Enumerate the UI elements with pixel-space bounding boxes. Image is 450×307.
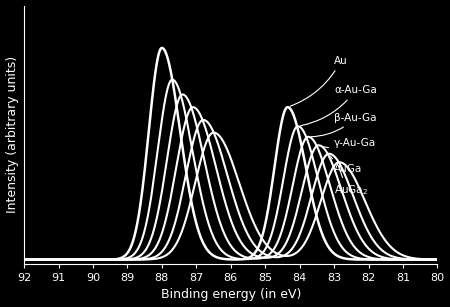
Y-axis label: Intensity (arbitrary units): Intensity (arbitrary units) bbox=[5, 56, 18, 213]
Text: α-Au-Ga: α-Au-Ga bbox=[301, 85, 377, 126]
Text: β-Au-Ga: β-Au-Ga bbox=[311, 113, 377, 137]
Text: γ-Au-Ga: γ-Au-Ga bbox=[321, 138, 376, 148]
Text: AuGa: AuGa bbox=[330, 156, 362, 173]
Text: AuGa$_2$: AuGa$_2$ bbox=[334, 165, 368, 197]
X-axis label: Binding energy (in eV): Binding energy (in eV) bbox=[161, 289, 301, 301]
Text: Au: Au bbox=[290, 56, 348, 106]
